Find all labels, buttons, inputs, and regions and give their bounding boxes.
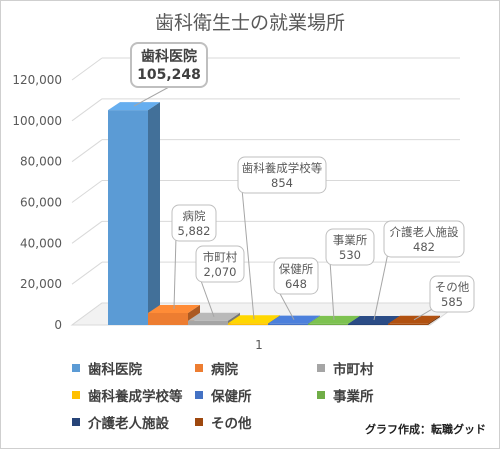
legend-label: 介護老人施設 xyxy=(88,416,169,432)
y-tick-label: 0 xyxy=(54,318,62,332)
legend-swatch xyxy=(317,364,325,372)
y-tick-label: 60,000 xyxy=(20,196,62,210)
y-tick-label: 20,000 xyxy=(20,277,62,291)
legend-swatch xyxy=(195,391,203,399)
y-tick-label: 40,000 xyxy=(20,236,62,250)
bar xyxy=(348,324,388,325)
gridline-side xyxy=(71,98,103,122)
data-label-value: 648 xyxy=(285,277,307,291)
data-label-value: 5,882 xyxy=(178,224,211,238)
legend-swatch xyxy=(72,418,80,426)
legend-item: 市町村 xyxy=(317,358,374,378)
data-label-name: 歯科医院 xyxy=(141,48,197,65)
legend-swatch xyxy=(195,418,203,426)
data-label-box xyxy=(325,228,375,266)
legend-swatch xyxy=(72,391,80,399)
legend-item: 介護老人施設 xyxy=(72,412,169,432)
bar xyxy=(228,323,268,325)
data-label-value: 854 xyxy=(271,176,293,190)
legend-item: 歯科医院 xyxy=(72,358,142,378)
data-label-leader xyxy=(413,307,435,321)
legend-swatch xyxy=(72,364,80,372)
bar xyxy=(388,323,428,325)
data-label-box xyxy=(171,204,217,242)
data-label-box xyxy=(429,275,475,313)
data-label-leader xyxy=(173,236,177,310)
bar-side xyxy=(428,315,440,325)
data-label-name: 事業所 xyxy=(333,233,368,247)
legend-label: その他 xyxy=(211,416,252,432)
gridline-side xyxy=(71,139,103,163)
y-tick-label: 100,000 xyxy=(12,114,62,128)
data-label-value: 2,070 xyxy=(204,265,237,279)
data-label-box xyxy=(237,156,327,194)
data-label-leader xyxy=(373,252,389,321)
y-tick-label: 80,000 xyxy=(20,155,62,169)
x-tick-label: 1 xyxy=(255,338,263,352)
gridline-side xyxy=(71,57,103,81)
data-label-box xyxy=(273,257,319,295)
data-label-leader xyxy=(241,188,255,320)
legend-label: 事業所 xyxy=(333,389,374,405)
bar-side xyxy=(148,102,160,325)
y-tick-label: 120,000 xyxy=(12,73,62,87)
data-label-name: 病院 xyxy=(183,209,206,223)
legend-item: 事業所 xyxy=(317,385,374,405)
data-label-box xyxy=(383,220,465,258)
data-label-name: 歯科養成学校等 xyxy=(242,161,323,175)
data-label-value: 482 xyxy=(413,240,435,254)
data-label-name: その他 xyxy=(435,280,470,294)
bar xyxy=(308,323,348,325)
bar xyxy=(268,323,308,325)
bar xyxy=(108,110,148,325)
legend-swatch xyxy=(317,391,325,399)
data-label-leader xyxy=(133,86,170,107)
bar xyxy=(148,312,188,325)
legend-label: 病院 xyxy=(211,362,238,378)
legend-item: 歯科養成学校等 xyxy=(72,385,183,405)
data-label-name: 介護老人施設 xyxy=(390,225,459,239)
data-label-name: 保健所 xyxy=(279,262,314,276)
legend-swatch xyxy=(195,364,203,372)
gridline-side xyxy=(71,180,103,203)
gridline-side xyxy=(71,261,103,285)
gridline-side xyxy=(71,220,103,244)
legend-label: 歯科医院 xyxy=(88,362,142,378)
data-label-leader xyxy=(199,277,215,317)
legend-item: その他 xyxy=(195,412,252,432)
legend-item: 保健所 xyxy=(195,385,252,405)
legend-label: 歯科養成学校等 xyxy=(88,389,183,405)
data-label-box xyxy=(195,245,245,283)
legend-label: 市町村 xyxy=(333,362,374,378)
legend-item: 病院 xyxy=(195,358,238,378)
data-label-value: 530 xyxy=(339,248,361,262)
data-label-name: 市町村 xyxy=(203,250,238,264)
chart-title: 歯科衛生士の就業場所 xyxy=(154,12,345,34)
bar xyxy=(188,320,228,325)
legend-label: 保健所 xyxy=(211,389,252,405)
data-label-leader xyxy=(277,289,295,320)
data-label-leader xyxy=(329,260,335,320)
data-label-box xyxy=(130,42,208,88)
data-label-value: 585 xyxy=(441,295,463,309)
chart-credit: グラフ作成：転職グッド xyxy=(365,423,486,436)
data-label-value: 105,248 xyxy=(137,67,201,83)
